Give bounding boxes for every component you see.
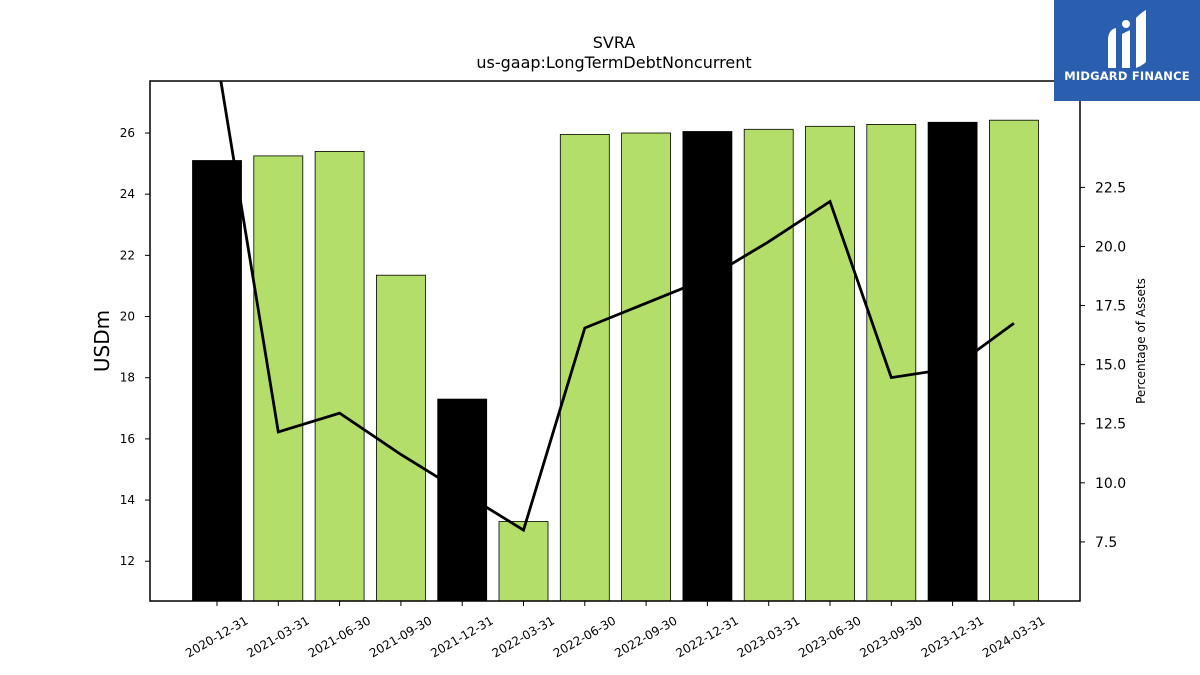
x-tick-label: 2022-12-31 (673, 613, 740, 660)
y-tick-label: 16 (120, 432, 135, 446)
plot-frame (149, 80, 1081, 602)
y2-tick-label: 7.5 (1095, 535, 1117, 551)
bar-2024-03-31 (989, 119, 1039, 602)
y-tick-label: 18 (120, 371, 135, 385)
chart-title: SVRA (593, 33, 636, 52)
bar-2023-09-30 (866, 124, 917, 602)
x-tick-label: 2021-06-30 (306, 613, 373, 660)
x-tick-label: 2022-06-30 (551, 613, 618, 660)
x-tick-label: 2023-09-30 (857, 613, 924, 660)
x-tick-label: 2020-12-31 (183, 613, 250, 660)
logo-mark-icon (1108, 10, 1146, 68)
y-tick-label: 22 (120, 248, 135, 262)
y-tick-label: 20 (120, 310, 135, 324)
x-tick-label: 2021-12-31 (428, 613, 495, 660)
x-tick-label: 2023-03-31 (735, 613, 802, 660)
x-tick-label: 2023-06-30 (796, 613, 863, 660)
x-tick-label: 2022-03-31 (490, 613, 557, 660)
x-tick-label: 2022-09-30 (612, 613, 679, 660)
y2-tick-label: 22.5 (1095, 180, 1126, 196)
bar-2021-03-31 (253, 155, 304, 602)
y2-axis-ticks: 7.5 10.0 12.5 15.0 17.5 20.0 22.5 (1080, 180, 1126, 551)
y2-tick-label: 17.5 (1095, 299, 1126, 315)
y2-axis-label: Percentage of Assets (1134, 278, 1148, 404)
bars (192, 119, 1039, 602)
x-tick-label: 2021-09-30 (367, 613, 434, 660)
bar-2023-03-31 (743, 128, 794, 602)
percentage-line (219, 81, 1015, 533)
bar-2022-06-30 (559, 134, 610, 602)
y2-tick-label: 10.0 (1095, 476, 1126, 492)
bar-2021-09-30 (375, 274, 426, 602)
bar-2021-12-31 (437, 398, 488, 602)
y-tick-label: 14 (120, 493, 135, 507)
bar-2021-06-30 (314, 150, 365, 602)
x-tick-label: 2023-12-31 (919, 613, 986, 660)
y-axis-ticks: 12 14 16 18 20 22 24 26 (120, 126, 150, 568)
bar-2022-03-31 (498, 521, 549, 602)
bar-2022-09-30 (621, 132, 671, 602)
bar-2020-12-31 (192, 160, 242, 602)
y2-tick-label: 12.5 (1095, 417, 1126, 433)
x-tick-label: 2024-03-31 (980, 613, 1047, 660)
logo-text: MIDGARD FINANCE (1064, 69, 1190, 83)
x-tick-label: 2021-03-31 (244, 613, 311, 660)
y2-tick-label: 20.0 (1095, 239, 1126, 255)
y-tick-label: 26 (120, 126, 135, 140)
bar-2022-12-31 (682, 131, 733, 602)
y-tick-label: 24 (120, 187, 135, 201)
bar-2023-06-30 (805, 125, 855, 602)
y-tick-label: 12 (120, 554, 135, 568)
line-series (219, 81, 1015, 533)
chart-subtitle: us-gaap:LongTermDebtNoncurrent (476, 53, 751, 72)
y-axis-label: USDm (90, 310, 114, 372)
midgard-finance-logo: MIDGARD FINANCE (1054, 0, 1200, 101)
x-axis-ticks: 2020-12-312021-03-312021-06-302021-09-30… (183, 601, 1047, 660)
bar-2023-12-31 (927, 121, 978, 602)
y2-tick-label: 15.0 (1095, 358, 1126, 374)
